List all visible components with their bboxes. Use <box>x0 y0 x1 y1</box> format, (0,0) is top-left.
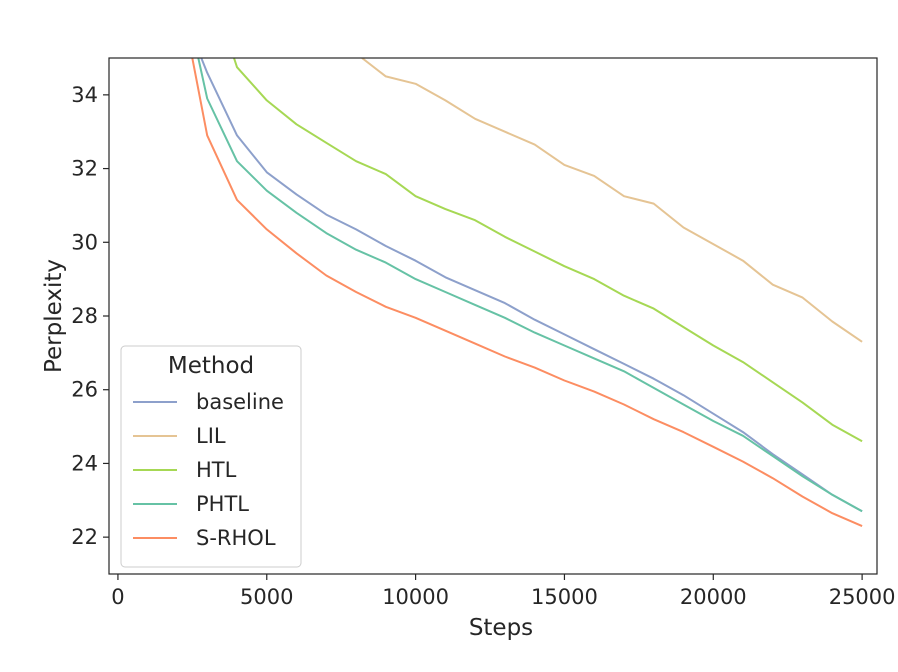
y-tick-label: 28 <box>71 304 98 328</box>
x-tick-label: 5000 <box>240 585 293 609</box>
y-axis-ticks: 22 24 26 28 30 32 34 <box>71 83 109 549</box>
legend-title: Method <box>168 353 254 379</box>
legend-item-label: S-RHOL <box>196 526 276 550</box>
x-tick-label: 25000 <box>829 585 896 609</box>
series-line-s-rhol <box>191 58 863 528</box>
y-tick-label: 34 <box>71 83 98 107</box>
y-tick-label: 22 <box>71 525 98 549</box>
x-tick-label: 0 <box>111 585 124 609</box>
legend: Method baseline LIL HTL PHTL S-RHOL <box>120 345 302 568</box>
x-tick-label: 15000 <box>531 585 598 609</box>
y-tick-label: 24 <box>71 451 98 475</box>
y-tick-label: 26 <box>71 378 98 402</box>
x-tick-label: 10000 <box>382 585 449 609</box>
x-axis-ticks: 0 5000 10000 15000 20000 25000 <box>111 574 896 609</box>
series-line-lil <box>361 58 863 343</box>
series-line-phtl <box>197 58 863 513</box>
series-line-baseline <box>200 58 863 513</box>
x-tick-label: 20000 <box>680 585 747 609</box>
series-layer <box>191 58 863 528</box>
legend-item-label: HTL <box>196 458 237 482</box>
y-tick-label: 30 <box>71 230 98 254</box>
legend-item-label: PHTL <box>196 492 249 516</box>
legend-item-label: LIL <box>196 424 226 448</box>
legend-item-label: baseline <box>196 390 284 414</box>
y-tick-label: 32 <box>71 157 98 181</box>
series-line-htl <box>233 58 863 443</box>
x-axis-label: Steps <box>469 615 533 641</box>
y-axis-label: Perplexity <box>41 259 67 373</box>
